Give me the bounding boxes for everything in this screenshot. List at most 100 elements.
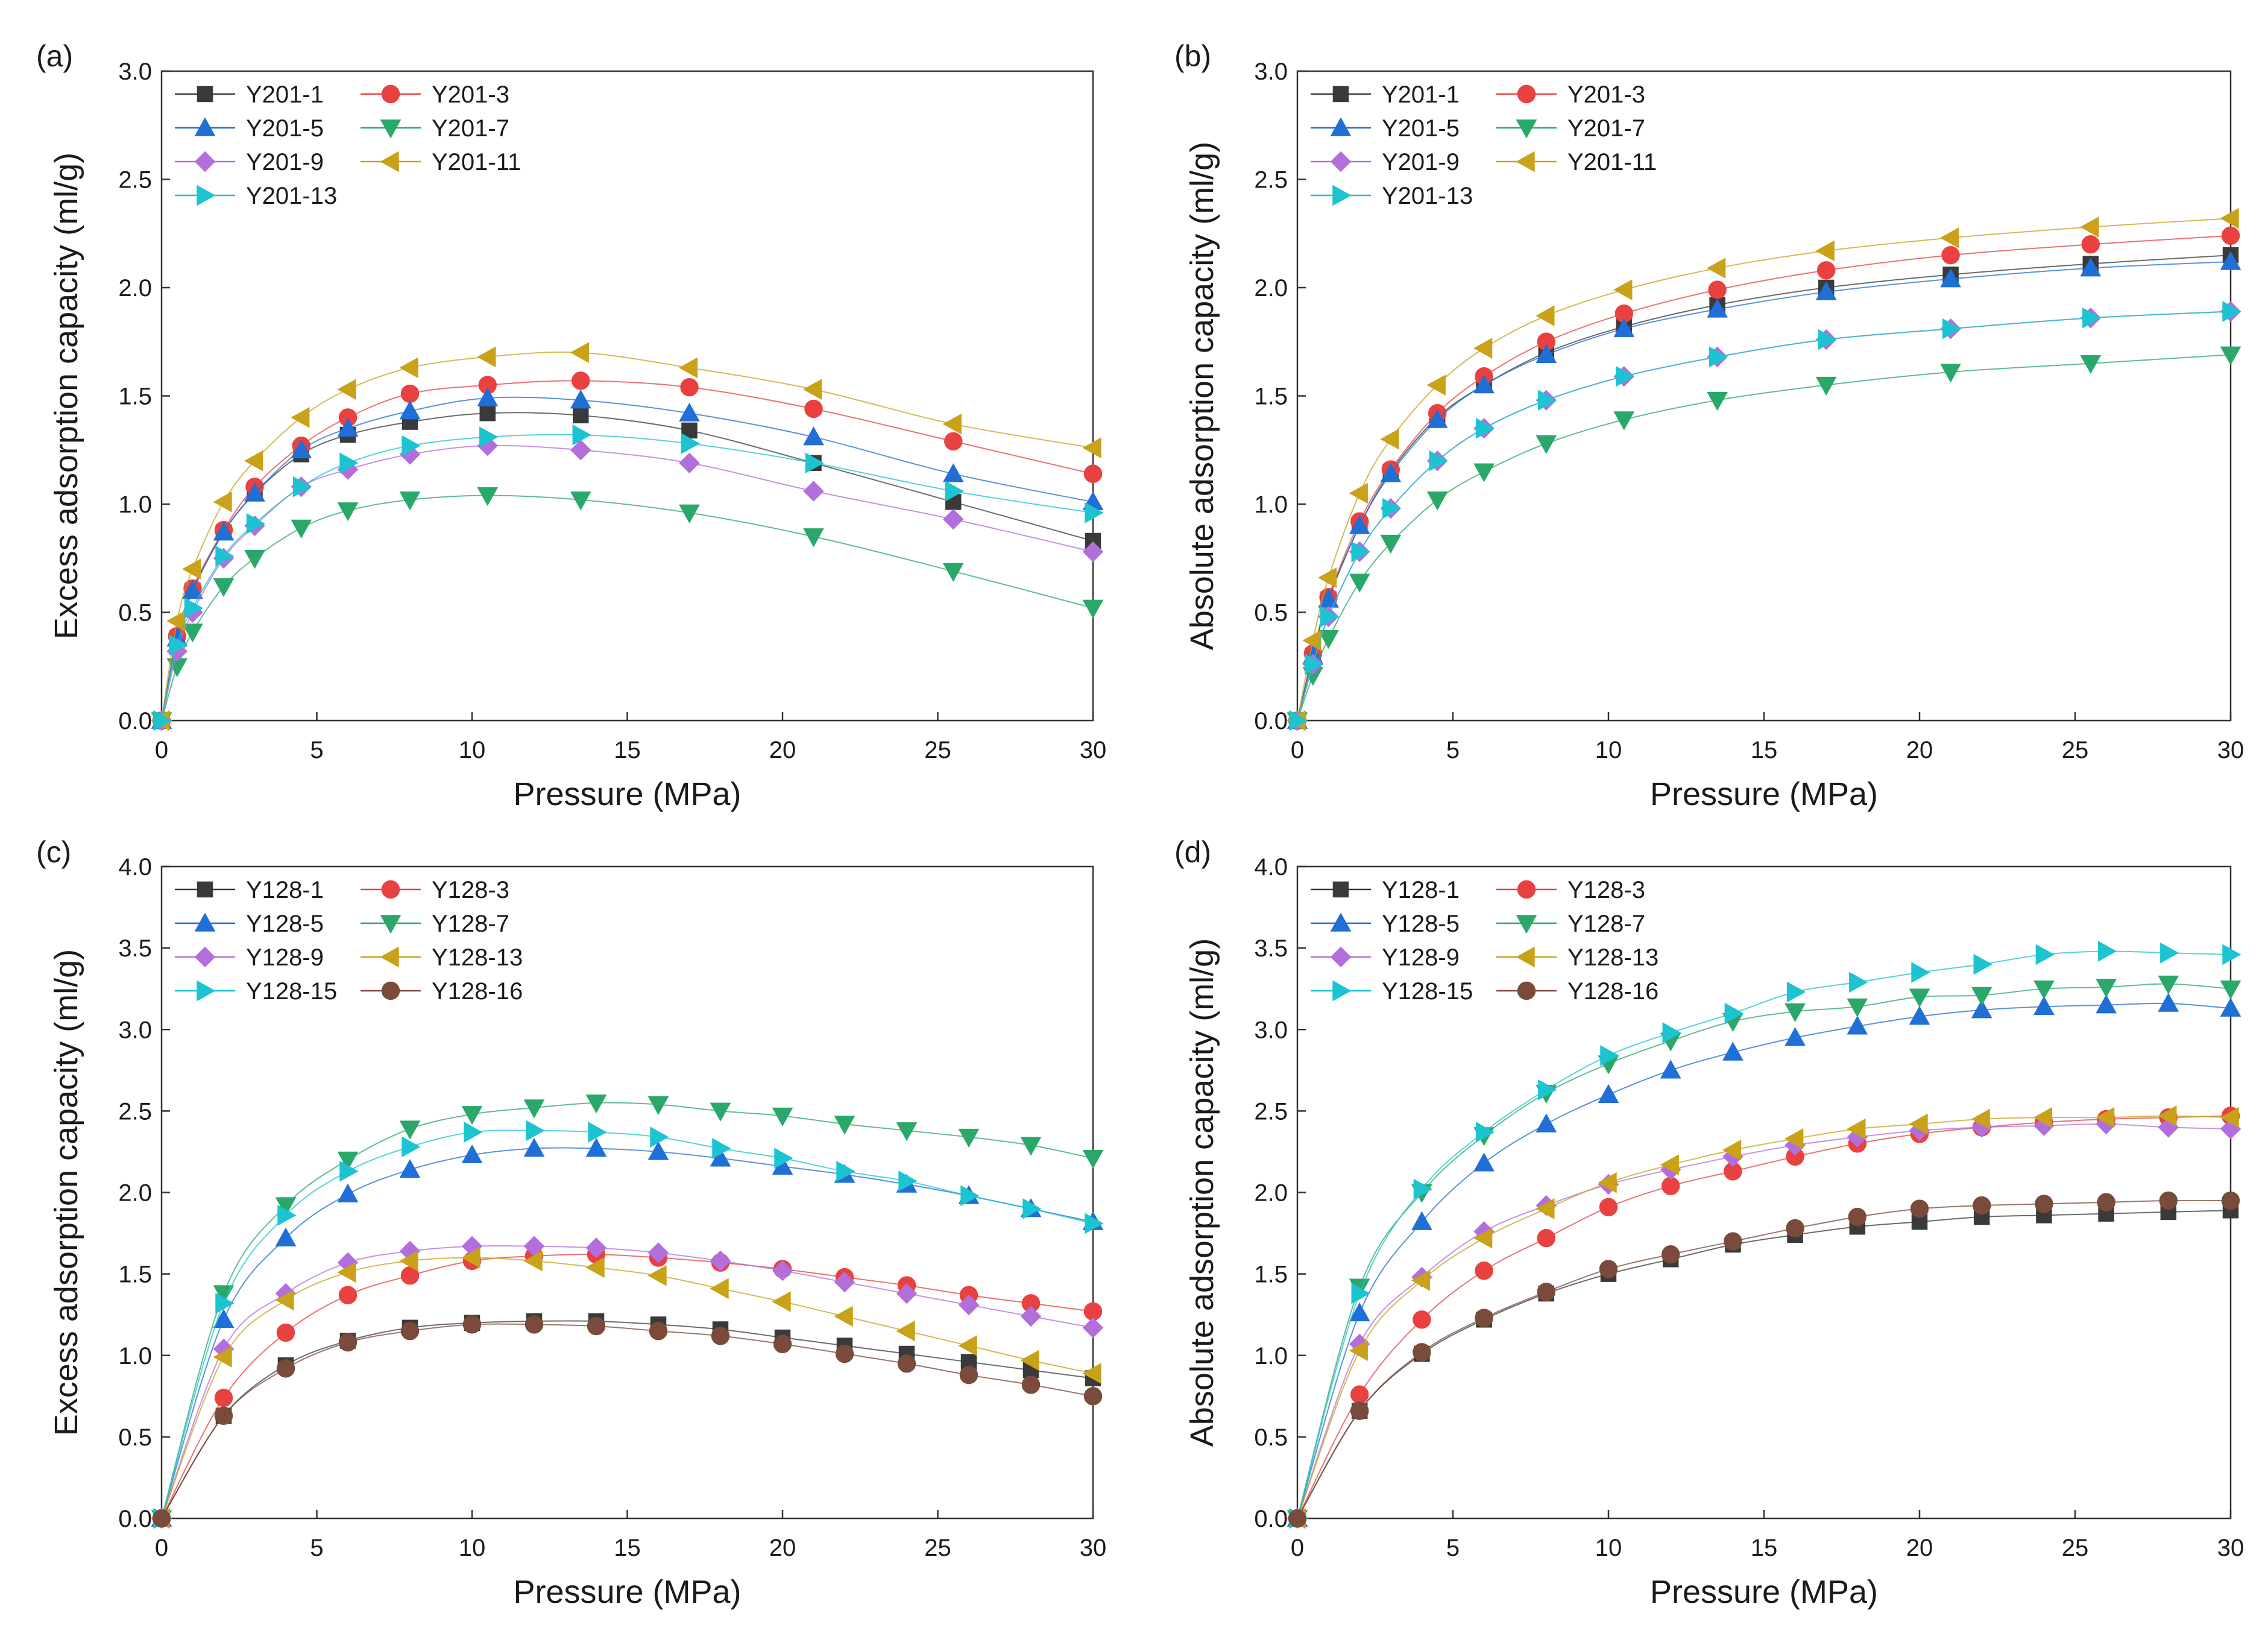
x-tick-label: 0 (155, 1535, 168, 1561)
data-point (2220, 1107, 2239, 1128)
data-point (337, 1151, 359, 1170)
y-tick-label: 0.5 (1254, 600, 1288, 627)
data-point (2222, 944, 2241, 965)
data-point (339, 1161, 359, 1182)
data-point (1599, 1260, 1618, 1278)
data-point (244, 550, 265, 569)
data-point (1413, 1343, 1431, 1362)
legend-item-y201-3: Y201-3 (1496, 81, 1645, 108)
data-point (802, 379, 822, 400)
legend-marker (381, 981, 400, 1000)
x-tick-label: 10 (459, 1535, 486, 1561)
data-point (1818, 329, 1837, 350)
y-tick-label: 3.5 (118, 935, 152, 962)
legend-item-y128-13: Y128-13 (1496, 944, 1658, 971)
legend-item-y201-13: Y201-13 (1311, 183, 1473, 209)
data-point (834, 1116, 855, 1135)
data-point (1817, 261, 1836, 280)
data-point (293, 476, 312, 497)
x-tick-label: 25 (2062, 1535, 2089, 1561)
data-point (523, 1138, 545, 1157)
legend-item-y128-16: Y128-16 (361, 978, 523, 1005)
data-point (477, 346, 496, 368)
y-axis-title: Absolute adsorption capacity (ml/g) (1184, 938, 1220, 1447)
x-tick-label: 30 (1080, 737, 1107, 763)
legend-label: Y128-16 (1567, 978, 1658, 1005)
y-tick-label: 2.5 (1254, 167, 1288, 194)
legend-item-y128-5: Y128-5 (1311, 911, 1460, 937)
data-point (2220, 997, 2241, 1017)
data-point (1349, 1340, 1368, 1361)
panel-a: (a) 0 5 10 15 20 25 30 0.0 0.5 1.0 1.5 2.0 2.5 3.0 Pres… (36, 39, 1106, 812)
x-axis-title: Pressure (MPa) (513, 1574, 741, 1610)
data-point (400, 384, 420, 403)
data-point (2221, 226, 2240, 245)
data-point (1082, 437, 1101, 459)
legend-label: Y128-3 (1567, 877, 1645, 903)
x-tick-label: 10 (1595, 737, 1622, 763)
data-point (1429, 450, 1448, 472)
data-point (524, 1315, 544, 1334)
data-point (1786, 981, 1806, 1003)
y-tick-label: 1.0 (118, 491, 152, 518)
x-tick-label: 10 (1595, 1535, 1622, 1561)
data-point (1707, 298, 1728, 318)
data-point (2097, 941, 2117, 962)
legend-marker (1332, 980, 1352, 1002)
series-y128-1 (1289, 1202, 2239, 1527)
legend-label: Y128-7 (432, 911, 509, 937)
data-point (169, 634, 188, 655)
series-line (1297, 1002, 2231, 1519)
data-point (1082, 1363, 1101, 1384)
legend-label: Y128-9 (246, 944, 324, 971)
data-point (1020, 1350, 1039, 1371)
data-point (587, 1316, 606, 1336)
legend-label: Y201-9 (246, 149, 324, 175)
y-tick-label: 0.5 (1254, 1424, 1288, 1451)
legend-marker (197, 881, 213, 898)
data-point (585, 1138, 607, 1157)
data-point (647, 1242, 669, 1263)
data-point (2159, 1191, 2178, 1210)
y-tick-label: 1.5 (1254, 1262, 1288, 1288)
data-point (1083, 1387, 1103, 1406)
y-tick-label: 2.5 (118, 167, 152, 194)
legend-label: Y128-5 (246, 911, 324, 937)
data-point (1847, 1015, 1868, 1035)
data-point (1815, 376, 1837, 396)
data-point (1973, 953, 1992, 975)
data-point (679, 504, 700, 523)
data-point (214, 1406, 233, 1425)
series-line (1297, 218, 2231, 721)
data-point (1020, 1306, 1042, 1327)
y-tick-label: 0.0 (1254, 708, 1288, 734)
legend-label: Y201-11 (432, 149, 521, 175)
data-point (1473, 1152, 1495, 1172)
data-point (2080, 216, 2099, 238)
data-point (958, 1128, 980, 1148)
data-point (772, 1291, 791, 1312)
data-point (1599, 1198, 1618, 1217)
series-line (1297, 1210, 2231, 1519)
panel-label: (a) (36, 39, 73, 73)
data-point (1413, 1178, 1432, 1200)
data-point (2035, 944, 2055, 965)
data-point (479, 405, 496, 422)
data-point (1473, 338, 1493, 359)
y-axis-title: Excess adsorption capacity (ml/g) (48, 949, 84, 1436)
y-tick-label: 1.5 (118, 384, 152, 410)
y-axis-title: Absolute adsorption capacity (ml/g) (1184, 142, 1220, 650)
x-tick-label: 15 (1751, 1535, 1778, 1561)
series-y128-16 (1288, 1191, 2240, 1528)
data-point (244, 450, 263, 472)
legend-item-y128-3: Y128-3 (361, 877, 509, 903)
legend-label: Y201-7 (432, 115, 509, 142)
x-tick-label: 0 (155, 737, 168, 763)
legend-item-y128-9: Y128-9 (175, 944, 324, 971)
data-point (959, 1365, 978, 1385)
legend-marker (1332, 86, 1349, 103)
data-point (399, 1120, 421, 1140)
x-tick-label: 30 (2217, 737, 2244, 763)
series-y128-7 (151, 1094, 1104, 1529)
x-tick-label: 30 (1080, 1535, 1107, 1561)
